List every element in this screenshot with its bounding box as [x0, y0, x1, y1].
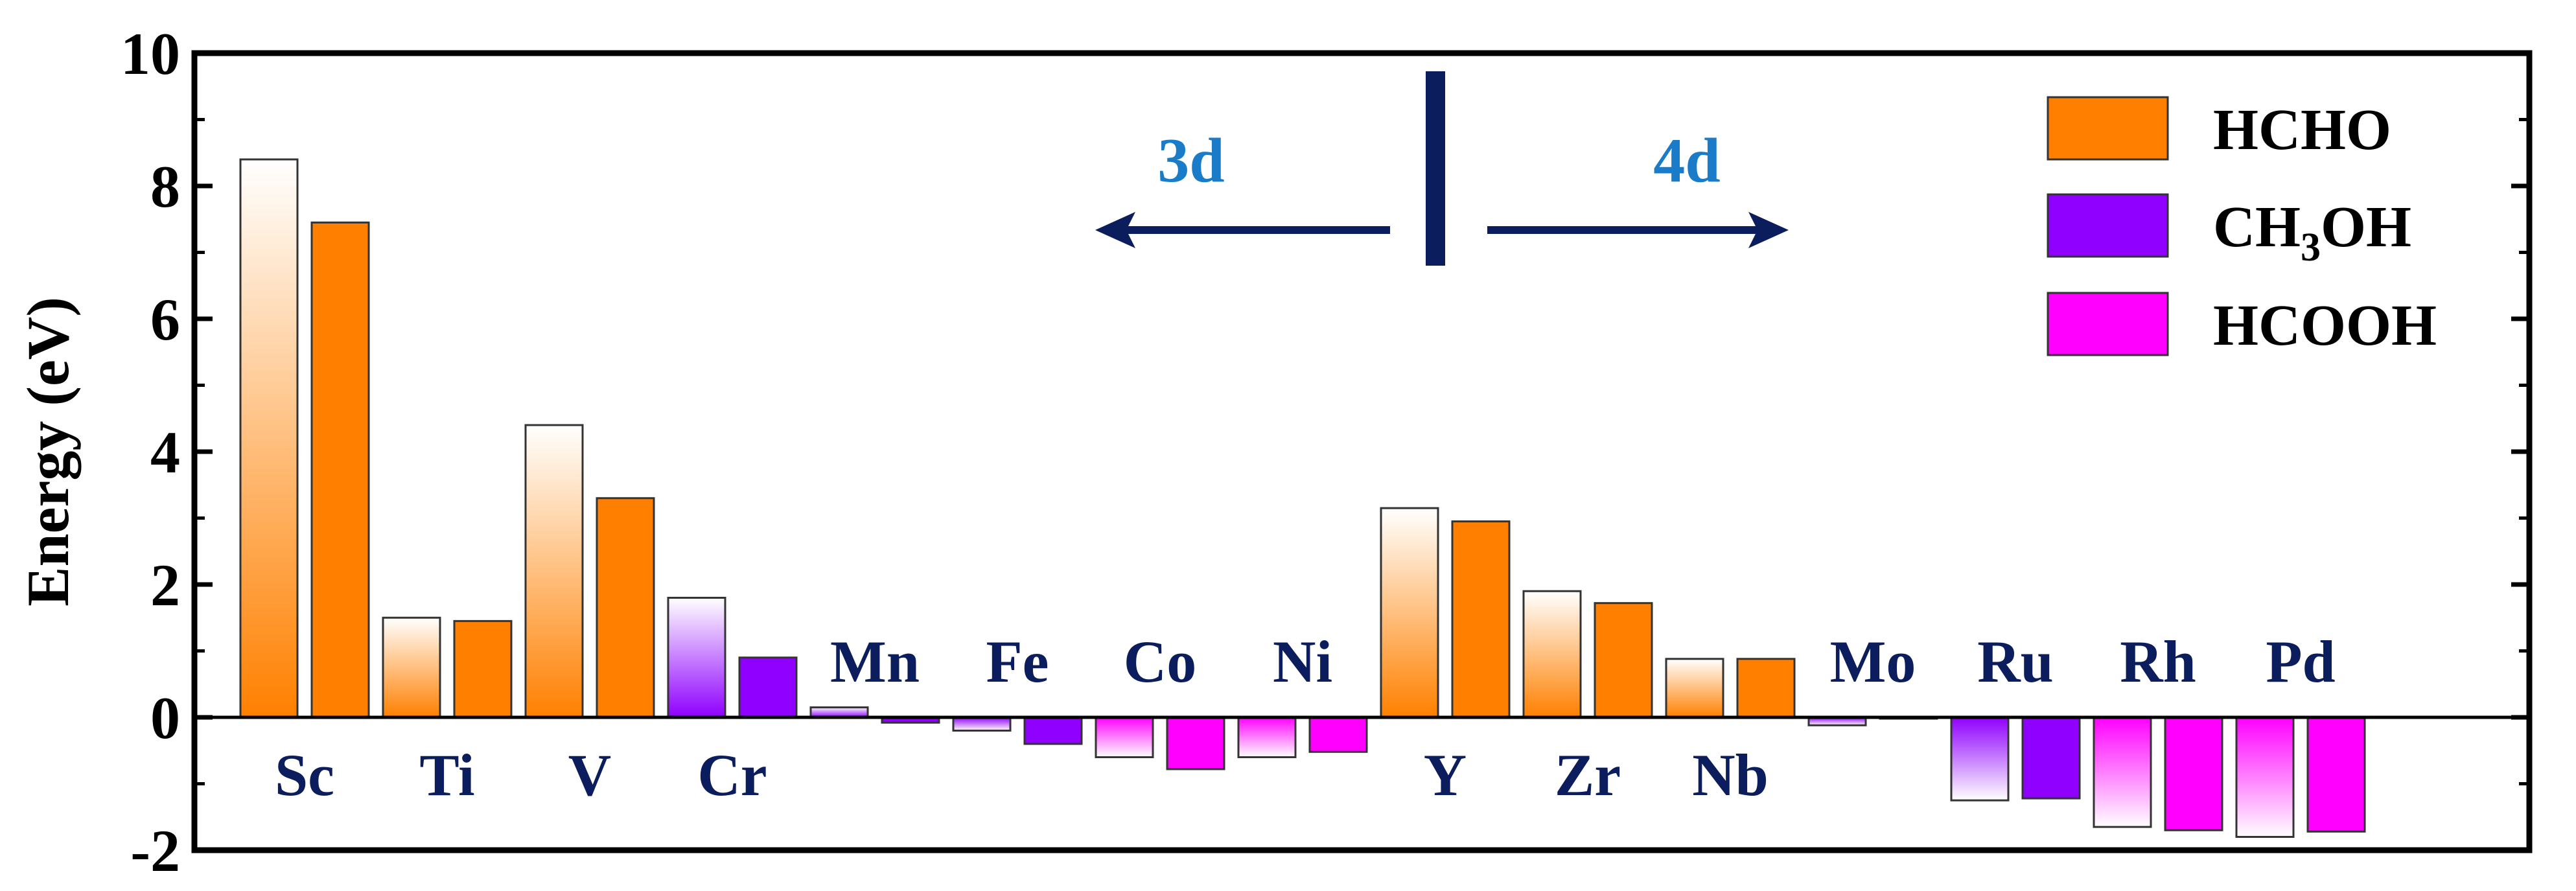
category-label-y: Y [1424, 742, 1467, 808]
bar-fe-solid [1023, 716, 1083, 745]
bar-zr-solid [1594, 602, 1653, 719]
category-label-v: V [568, 742, 611, 808]
bar-ni-solid [1308, 716, 1368, 753]
bar-ru-gradient [1950, 716, 2010, 802]
region-annotation: 3d 4d [1095, 71, 1789, 266]
category-label-pd: Pd [2266, 629, 2335, 695]
y-tick-label: 8 [150, 154, 180, 220]
y-tick-label: 2 [150, 552, 180, 618]
category-label-co: Co [1124, 629, 1196, 695]
bar-sc-solid [310, 221, 370, 719]
bar-v-solid [596, 497, 655, 719]
bar-rh-solid [2164, 716, 2223, 831]
category-label-rh: Rh [2120, 629, 2196, 695]
bar-ti-gradient [382, 616, 441, 719]
bar-ti-solid [453, 619, 513, 719]
bar-cr-gradient [667, 597, 726, 719]
arrow-left-head-icon [1095, 212, 1135, 248]
category-label-ti: Ti [419, 742, 474, 808]
bar-zr-gradient [1522, 590, 1582, 719]
category-label-mn: Mn [830, 629, 920, 695]
y-tick-label: 6 [150, 286, 180, 353]
bar-ru-solid [2021, 716, 2081, 800]
legend-swatch-1 [2047, 193, 2169, 258]
bar-ni-gradient [1237, 716, 1297, 758]
legend-swatch-0 [2047, 96, 2169, 161]
category-label-ni: Ni [1273, 629, 1332, 695]
legend-swatch-2 [2047, 292, 2169, 356]
y-tick-label: 4 [150, 419, 180, 485]
bar-y-gradient [1380, 507, 1439, 719]
category-label-nb: Nb [1692, 742, 1769, 808]
bar-nb-gradient [1665, 658, 1724, 719]
category-label-fe: Fe [986, 629, 1049, 695]
y-tick-label: 10 [121, 21, 180, 87]
region-divider [1426, 71, 1445, 266]
bar-co-solid [1166, 716, 1225, 770]
bars-group [239, 158, 2366, 838]
legend-label-0: HCHO [2213, 98, 2391, 162]
bar-pd-gradient [2235, 716, 2295, 838]
bar-co-gradient [1095, 716, 1154, 758]
category-label-mo: Mo [1830, 629, 1916, 695]
bar-rh-gradient [2093, 716, 2152, 828]
arrow-right-head-icon [1748, 212, 1789, 248]
y-axis-title: Energy (eV) [15, 297, 81, 607]
category-label-ru: Ru [1977, 629, 2054, 695]
bar-nb-solid [1736, 658, 1796, 719]
category-label-cr: Cr [697, 742, 767, 808]
y-tick-label: 0 [150, 685, 180, 751]
legend-label-2: HCOOH [2213, 294, 2437, 358]
bar-v-gradient [524, 424, 584, 719]
category-label-sc: Sc [275, 742, 334, 808]
bar-pd-solid [2306, 716, 2366, 833]
bar-sc-gradient [239, 158, 299, 719]
region-label-4d: 4d [1653, 126, 1721, 196]
legend: HCHO CH3OH HCOOH [2047, 96, 2437, 358]
y-tick-label: -2 [130, 818, 180, 884]
category-label-zr: Zr [1555, 742, 1621, 808]
category-labels: Sc Ti V Cr Mn Fe Co Ni Y Zr Nb Mo Ru Rh Pd [275, 629, 2336, 808]
bar-fe-gradient [952, 716, 1012, 732]
legend-label-1: CH3OH [2213, 195, 2411, 270]
region-label-3d: 3d [1157, 126, 1225, 196]
y-axis-ticks: -2 0 2 4 6 8 10 [121, 21, 2529, 884]
bar-y-solid [1451, 520, 1511, 719]
bar-cr-solid [738, 656, 798, 719]
